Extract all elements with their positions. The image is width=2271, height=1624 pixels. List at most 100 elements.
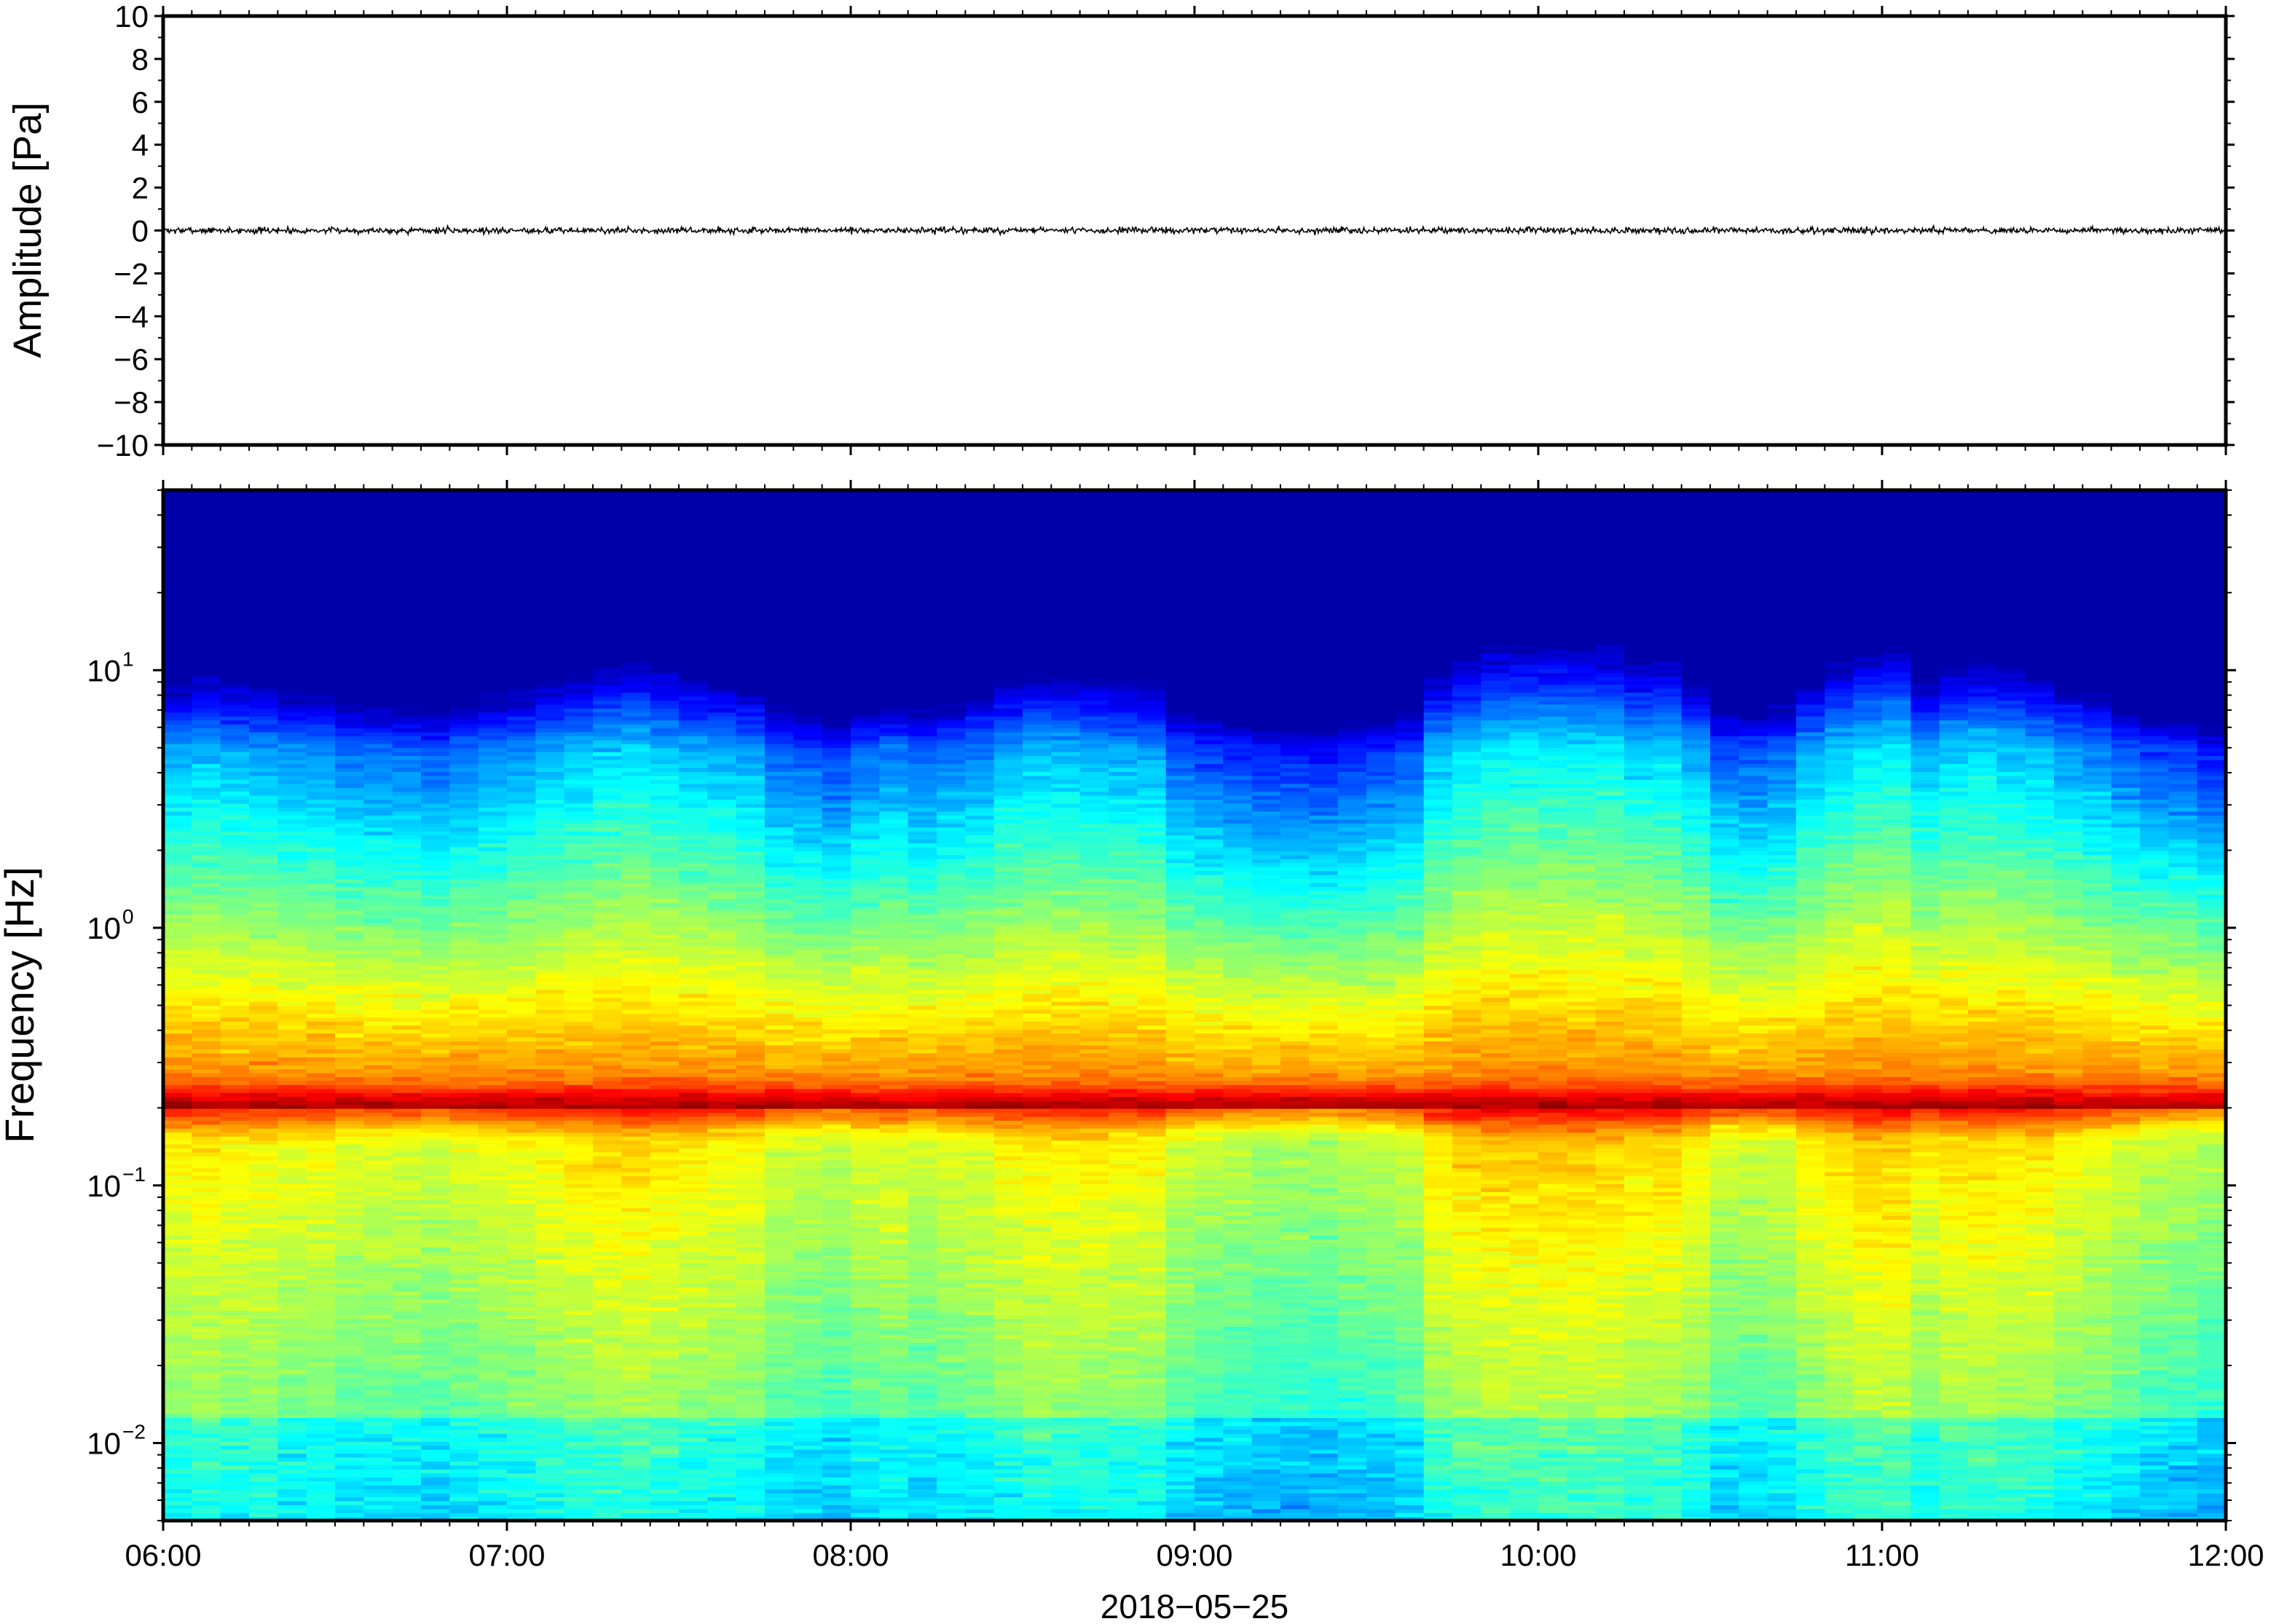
amplitude-tick-label: −2 [114,256,149,291]
spectrogram-cell [650,846,680,851]
spectrogram-cell [363,724,393,729]
spectrogram-cell [278,811,307,816]
spectrogram-cell [535,1513,565,1518]
spectrogram-cell [564,581,594,586]
spectrogram-cell [449,593,479,598]
spectrogram-cell [421,696,450,701]
spectrogram-cell [363,1021,393,1026]
spectrogram-cell [392,1334,422,1339]
spectrogram-cell [249,1250,278,1256]
spectrogram-cell [220,1033,250,1038]
spectrogram-cell [650,1084,680,1089]
spectrogram-cell [478,823,508,828]
spectrogram-cell [335,1381,364,1387]
spectrogram-cell [449,1041,479,1046]
spectrogram-cell [621,835,651,840]
spectrogram-cell [507,985,536,990]
spectrogram-cell [306,886,336,891]
spectrogram-cell [363,1239,393,1244]
spectrogram-cell [363,1381,393,1387]
spectrogram-cell [507,1385,536,1390]
spectrogram-cell [220,1417,250,1422]
spectrogram-cell [278,1334,307,1339]
spectrogram-cell [220,581,250,586]
spectrogram-cell [478,934,508,939]
spectrogram-cell [335,632,364,637]
spectrogram-cell [621,1485,651,1490]
spectrogram-cell [650,1306,680,1312]
spectrogram-cell [249,867,278,872]
spectrogram-cell [163,890,192,895]
spectrogram-cell [478,1116,508,1121]
spectrogram-cell [249,581,278,586]
spectrogram-cell [421,985,450,990]
spectrogram-cell [650,1013,680,1018]
spectrogram-cell [449,934,479,939]
spectrogram-cell [220,565,250,570]
spectrogram-cell [478,1425,508,1430]
spectrogram-cell [306,661,336,666]
spectrogram-cell [335,969,364,974]
spectrogram-cell [449,510,479,515]
spectrogram-cell [220,497,250,502]
spectrogram-cell [449,870,479,875]
spectrogram-cell [192,779,221,784]
spectrogram-cell [335,771,364,776]
spectrogram-cell [220,846,250,851]
spectrogram-cell [621,736,651,741]
spectrogram-cell [192,1381,221,1387]
spectrogram-cell [278,859,307,864]
spectrogram-cell [449,668,479,673]
spectrogram-cell [306,878,336,883]
spectrogram-cell [449,791,479,796]
spectrogram-cell [163,981,192,986]
spectrogram-cell [163,819,192,824]
spectrogram-cell [621,1417,651,1422]
spectrogram-cell [564,1151,594,1156]
spectrogram-cell [449,886,479,891]
spectrogram-cell [278,1318,307,1323]
spectrogram-cell [621,882,651,887]
spectrogram-cell [621,525,651,531]
spectrogram-cell [335,716,364,721]
spectrogram-cell [163,918,192,923]
spectrogram-cell [392,1080,422,1085]
spectrogram-cell [249,593,278,598]
spectrogram-cell [621,661,651,666]
spectrogram-cell [650,862,680,867]
spectrogram-cell [249,1453,278,1458]
spectrogram-cell [421,537,450,543]
spectrogram-cell [163,1009,192,1014]
spectrogram-cell [449,1143,479,1149]
spectrogram-cell [507,973,536,978]
spectrogram-cell [192,640,221,645]
spectrogram-cell [392,950,422,955]
spectrogram-cell [478,545,508,551]
spectrogram-cell [220,1250,250,1256]
spectrogram-cell [306,1505,336,1510]
spectrogram-cell [593,1148,622,1153]
spectrogram-cell [249,700,278,705]
spectrogram-cell [278,497,307,502]
spectrogram-cell [507,1513,536,1518]
spectrogram-cell [564,601,594,606]
spectrogram-cell [249,736,278,741]
spectrogram-cell [278,668,307,673]
spectrogram-cell [306,898,336,903]
spectrogram-cell [278,867,307,872]
spectrogram-cell [192,1044,221,1049]
spectrogram-cell [335,1485,364,1490]
spectrogram-cell [363,712,393,717]
spectrogram-cell [535,1294,565,1299]
spectrogram-cell [306,1151,336,1156]
spectrogram-cell [535,648,565,653]
spectrogram-cell [335,1100,364,1105]
spectrogram-cell [163,775,192,780]
spectrogram-cell [421,1457,450,1462]
spectrogram-cell [335,851,364,856]
spectrogram-cell [593,760,622,765]
spectrogram-cell [306,1473,336,1478]
spectrogram-cell [621,1231,651,1236]
spectrogram-cell [249,1465,278,1470]
spectrogram-cell [335,494,364,499]
